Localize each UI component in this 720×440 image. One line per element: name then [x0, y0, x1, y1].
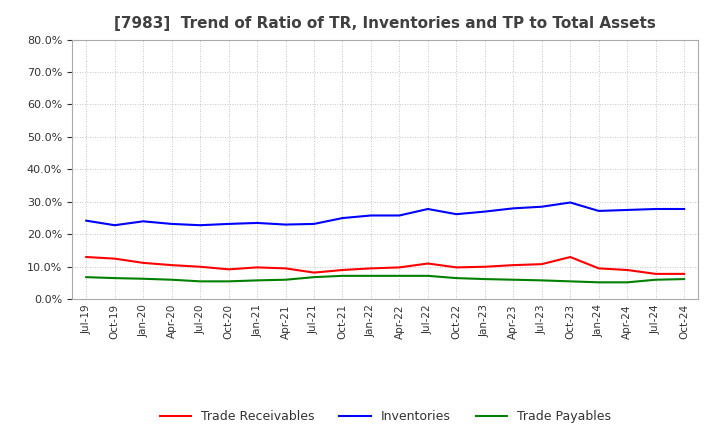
- Trade Receivables: [566, 254, 575, 260]
- Trade Payables: [480, 276, 489, 282]
- Inventories: [623, 207, 631, 213]
- Trade Payables: [566, 279, 575, 284]
- Inventories: [452, 212, 461, 217]
- Inventories: [196, 223, 204, 228]
- Line: Trade Payables: Trade Payables: [86, 276, 684, 282]
- Inventories: [225, 221, 233, 227]
- Inventories: [338, 216, 347, 221]
- Trade Receivables: [395, 265, 404, 270]
- Trade Receivables: [623, 268, 631, 273]
- Trade Payables: [537, 278, 546, 283]
- Trade Receivables: [480, 264, 489, 269]
- Inventories: [680, 206, 688, 212]
- Inventories: [253, 220, 261, 226]
- Trade Payables: [652, 277, 660, 282]
- Trade Receivables: [338, 268, 347, 273]
- Title: [7983]  Trend of Ratio of TR, Inventories and TP to Total Assets: [7983] Trend of Ratio of TR, Inventories…: [114, 16, 656, 32]
- Trade Payables: [595, 280, 603, 285]
- Inventories: [509, 205, 518, 211]
- Trade Payables: [82, 275, 91, 280]
- Trade Receivables: [423, 261, 432, 266]
- Trade Payables: [310, 275, 318, 280]
- Trade Receivables: [282, 266, 290, 271]
- Trade Receivables: [253, 265, 261, 270]
- Trade Receivables: [366, 266, 375, 271]
- Inventories: [167, 221, 176, 227]
- Trade Payables: [680, 276, 688, 282]
- Trade Receivables: [680, 271, 688, 276]
- Trade Receivables: [595, 266, 603, 271]
- Trade Receivables: [225, 267, 233, 272]
- Inventories: [480, 209, 489, 214]
- Trade Receivables: [537, 261, 546, 267]
- Trade Payables: [338, 273, 347, 279]
- Inventories: [366, 213, 375, 218]
- Trade Receivables: [110, 256, 119, 261]
- Inventories: [595, 208, 603, 213]
- Trade Receivables: [139, 260, 148, 265]
- Inventories: [652, 206, 660, 212]
- Legend: Trade Receivables, Inventories, Trade Payables: Trade Receivables, Inventories, Trade Pa…: [155, 405, 616, 428]
- Trade Payables: [196, 279, 204, 284]
- Trade Payables: [139, 276, 148, 282]
- Trade Receivables: [82, 254, 91, 260]
- Trade Receivables: [509, 263, 518, 268]
- Trade Receivables: [167, 263, 176, 268]
- Inventories: [566, 200, 575, 205]
- Trade Payables: [110, 275, 119, 281]
- Trade Payables: [282, 277, 290, 282]
- Inventories: [395, 213, 404, 218]
- Trade Payables: [366, 273, 375, 279]
- Inventories: [282, 222, 290, 227]
- Inventories: [423, 206, 432, 212]
- Inventories: [537, 204, 546, 209]
- Trade Payables: [423, 273, 432, 279]
- Line: Inventories: Inventories: [86, 202, 684, 225]
- Trade Receivables: [652, 271, 660, 276]
- Trade Receivables: [310, 270, 318, 275]
- Trade Payables: [253, 278, 261, 283]
- Trade Payables: [623, 280, 631, 285]
- Trade Receivables: [452, 265, 461, 270]
- Trade Payables: [395, 273, 404, 279]
- Trade Receivables: [196, 264, 204, 269]
- Trade Payables: [225, 279, 233, 284]
- Inventories: [110, 223, 119, 228]
- Line: Trade Receivables: Trade Receivables: [86, 257, 684, 274]
- Inventories: [310, 221, 318, 227]
- Inventories: [139, 219, 148, 224]
- Inventories: [82, 218, 91, 224]
- Trade Payables: [167, 277, 176, 282]
- Trade Payables: [452, 275, 461, 281]
- Trade Payables: [509, 277, 518, 282]
